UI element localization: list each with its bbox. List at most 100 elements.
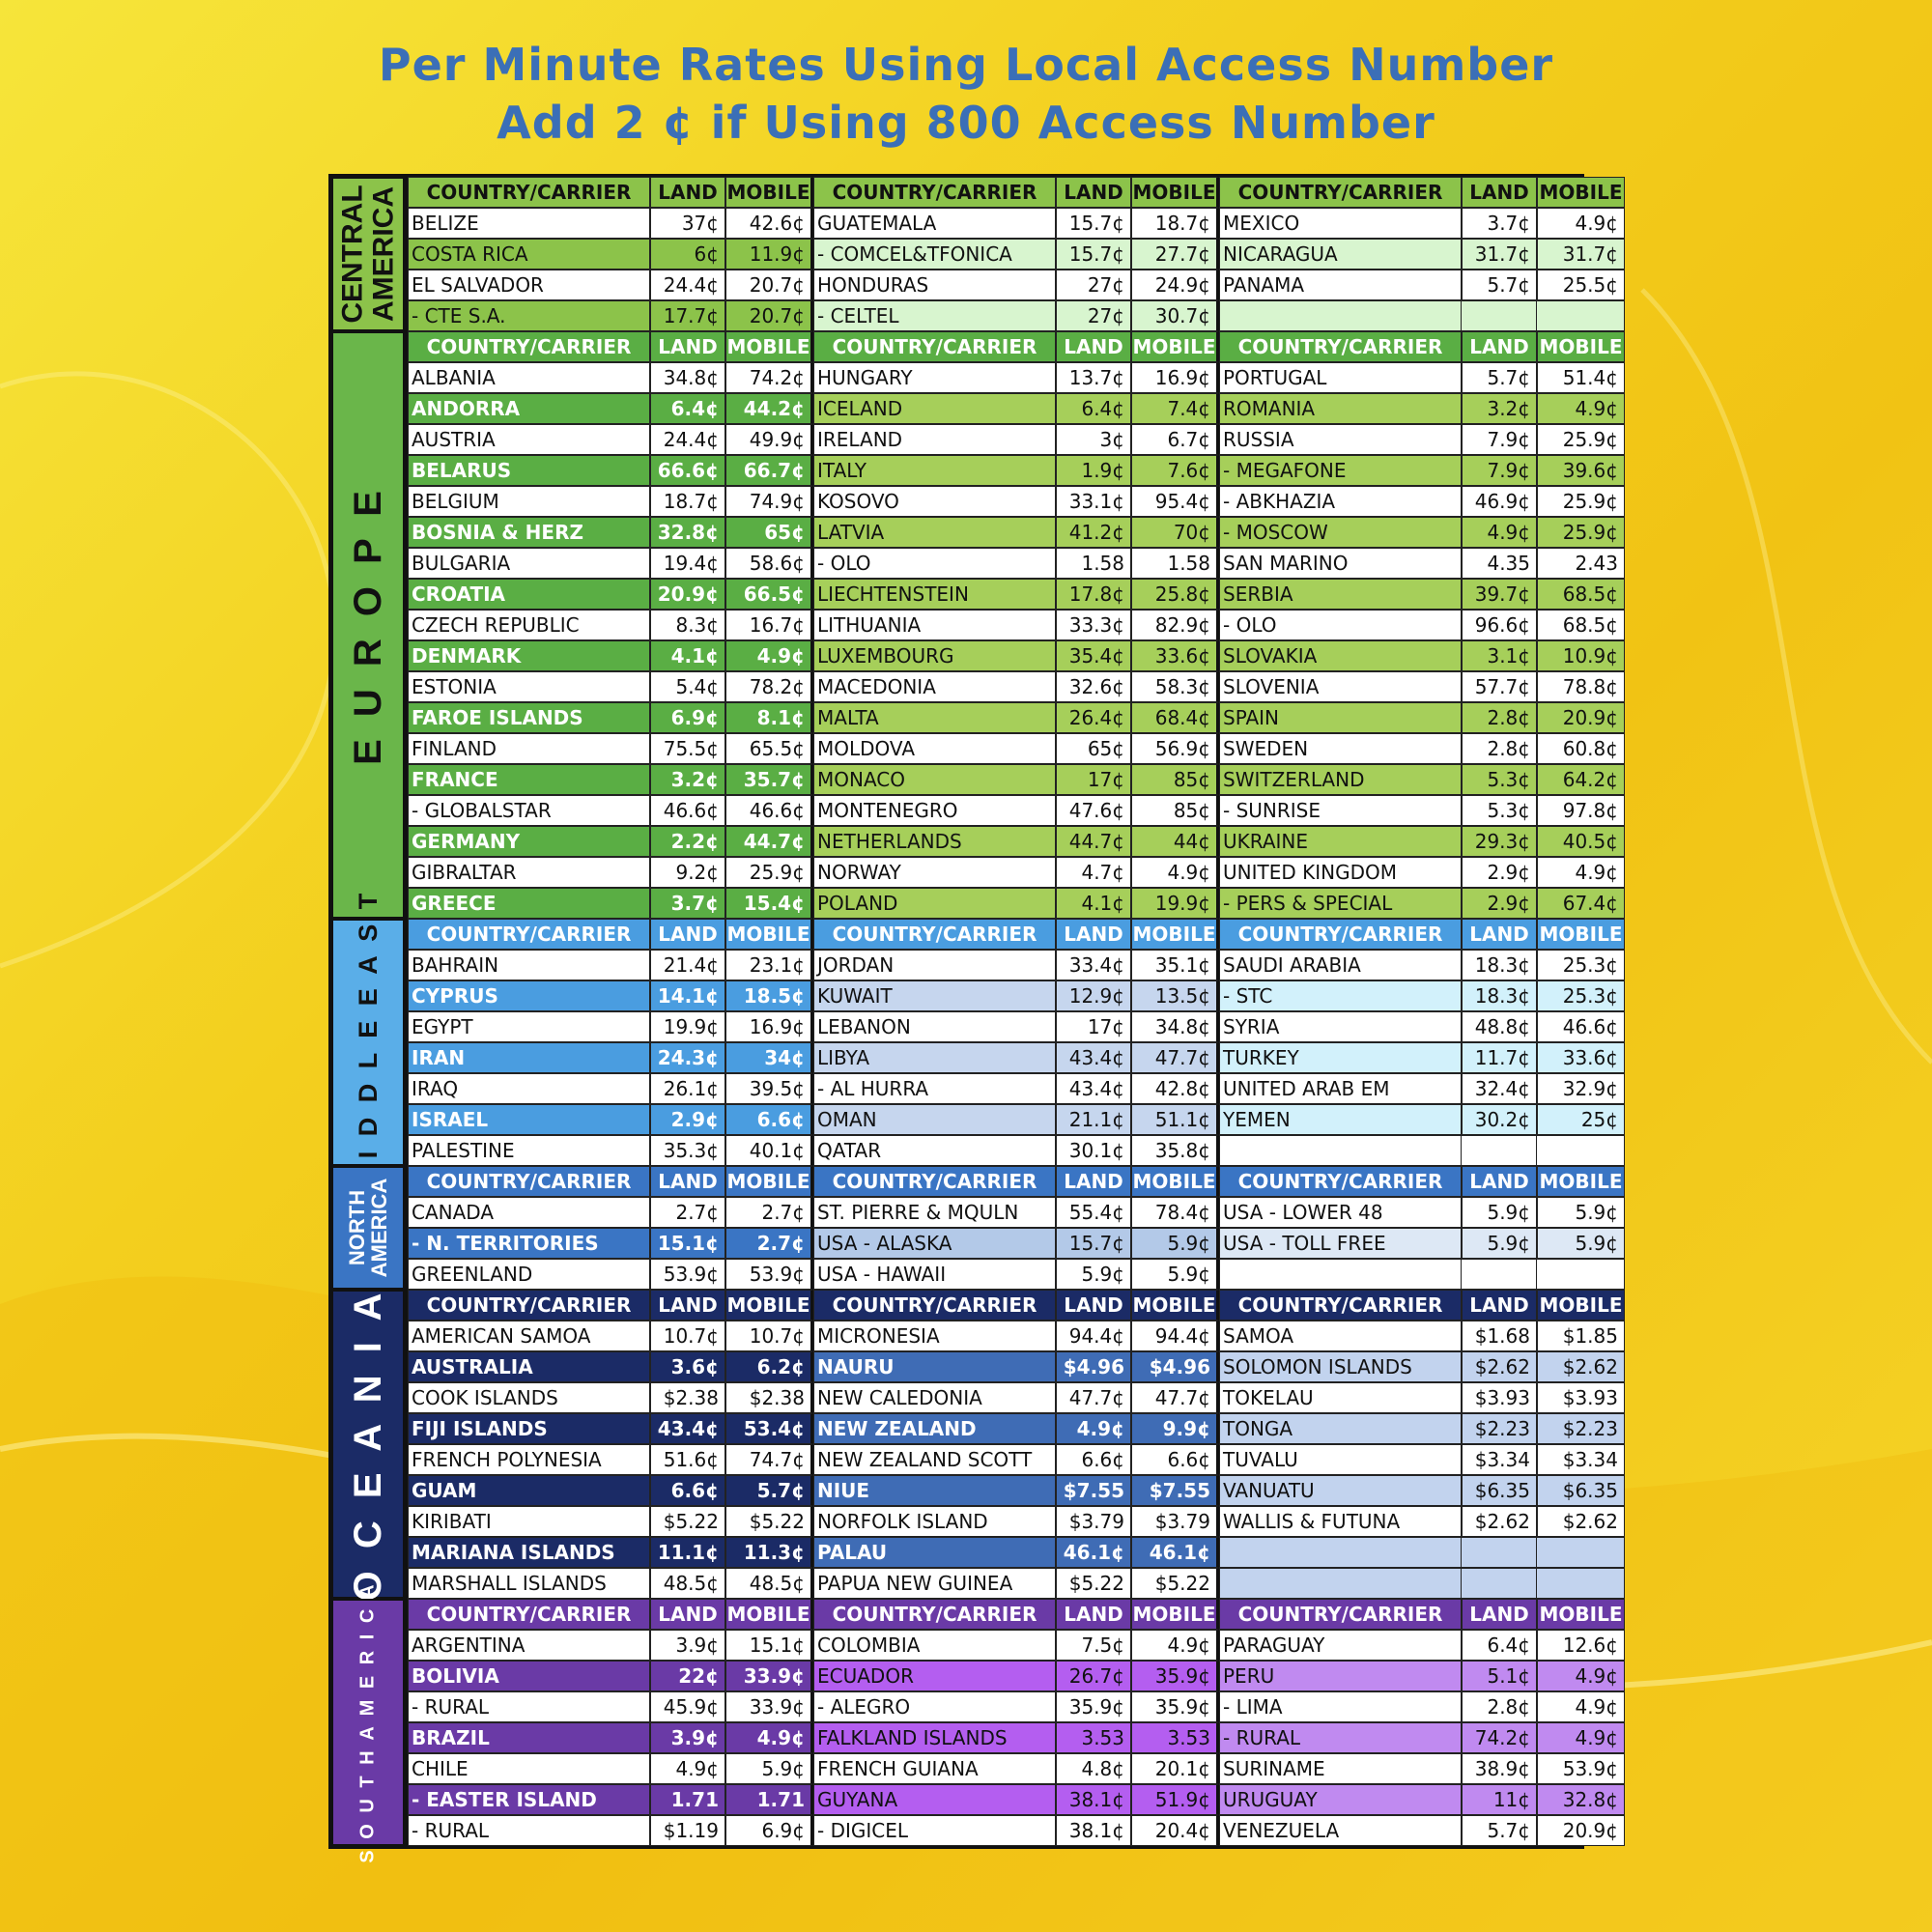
page-subtitle: Add 2 ¢ if Using 800 Access Number <box>497 97 1435 149</box>
land-rate-cell: 9.2¢ <box>650 857 725 888</box>
land-rate-cell: 6.4¢ <box>1056 393 1131 424</box>
country-cell: - ABKHAZIA <box>1219 486 1462 517</box>
land-rate-cell: 2.8¢ <box>1462 702 1537 733</box>
country-cell: - RURAL <box>408 1691 650 1722</box>
country-cell: CYPRUS <box>408 980 650 1011</box>
land-rate-cell: 53.9¢ <box>650 1259 725 1290</box>
table-row: GREECE 3.7¢ 15.4¢ POLAND 4.1¢ 19.9¢ - PERS & … <box>408 888 1625 919</box>
mobile-rate-cell: 1.71 <box>725 1784 813 1815</box>
table-row: IRAQ 26.1¢ 39.5¢ - AL HURRA 43.4¢ 42.8¢ UNITE… <box>408 1073 1625 1104</box>
country-cell: RUSSIA <box>1219 424 1462 455</box>
country-cell: - COMCEL&TFONICA <box>813 239 1056 270</box>
mobile-rate-cell: 12.6¢ <box>1537 1630 1625 1661</box>
mobile-rate-cell: 34.8¢ <box>1131 1011 1219 1042</box>
country-cell: ITALY <box>813 455 1056 486</box>
land-rate-cell: 43.4¢ <box>1056 1073 1131 1104</box>
country-cell: MOLDOVA <box>813 733 1056 764</box>
country-cell: - DIGICEL <box>813 1815 1056 1846</box>
country-cell: USA - HAWAII <box>813 1259 1056 1290</box>
land-rate-cell: 4.9¢ <box>650 1753 725 1784</box>
country-cell: ALBANIA <box>408 362 650 393</box>
country-cell: ECUADOR <box>813 1661 1056 1691</box>
mobile-rate-cell: 4.9¢ <box>1537 1661 1625 1691</box>
region-section: M I D D L E E A S T COUNTRY/CARRIER LAND MO… <box>331 890 1625 1195</box>
mobile-rate-cell: $2.38 <box>725 1382 813 1413</box>
mobile-rate-cell: 3.53 <box>1131 1722 1219 1753</box>
country-cell: CZECH REPUBLIC <box>408 610 650 640</box>
land-rate-cell: 2.9¢ <box>1462 888 1537 919</box>
land-rate-cell: 7.9¢ <box>1462 455 1537 486</box>
mobile-rate-cell: 25.3¢ <box>1537 950 1625 980</box>
country-cell: PARAGUAY <box>1219 1630 1462 1661</box>
column-header: LAND <box>1056 919 1131 950</box>
country-cell: - CELTEL <box>813 300 1056 331</box>
mobile-rate-cell <box>1537 300 1625 331</box>
mobile-rate-cell: $4.96 <box>1131 1351 1219 1382</box>
land-rate-cell: 6.6¢ <box>1056 1444 1131 1475</box>
country-cell: FAROE ISLANDS <box>408 702 650 733</box>
country-cell: - STC <box>1219 980 1462 1011</box>
column-header: COUNTRY/CARRIER <box>813 1599 1056 1630</box>
country-cell: MONTENEGRO <box>813 795 1056 826</box>
mobile-rate-cell: 4.9¢ <box>1537 857 1625 888</box>
country-cell: SWEDEN <box>1219 733 1462 764</box>
mobile-rate-cell: 51.4¢ <box>1537 362 1625 393</box>
mobile-rate-cell: 66.7¢ <box>725 455 813 486</box>
mobile-rate-cell: 19.9¢ <box>1131 888 1219 919</box>
land-rate-cell: 3.7¢ <box>1462 208 1537 239</box>
land-rate-cell: 6¢ <box>650 239 725 270</box>
mobile-rate-cell: 20.4¢ <box>1131 1815 1219 1846</box>
land-rate-cell: 26.7¢ <box>1056 1661 1131 1691</box>
column-header: LAND <box>1462 331 1537 362</box>
region-section: O C E A N I A COUNTRY/CARRIER LAND MOBILE CO… <box>331 1288 1625 1601</box>
table-row: FAROE ISLANDS 6.9¢ 8.1¢ MALTA 26.4¢ 68.4¢ SPAI… <box>408 702 1625 733</box>
mobile-rate-cell: 32.9¢ <box>1537 1073 1625 1104</box>
column-header: COUNTRY/CARRIER <box>408 1599 650 1630</box>
table-row: - N. TERRITORIES 15.1¢ 2.7¢ USA - ALASKA 15.… <box>408 1228 1625 1259</box>
mobile-rate-cell: 24.9¢ <box>1131 270 1219 300</box>
land-rate-cell: 3.2¢ <box>650 764 725 795</box>
mobile-rate-cell: 25.9¢ <box>1537 517 1625 548</box>
land-rate-cell: 21.1¢ <box>1056 1104 1131 1135</box>
table-row: AUSTRIA 24.4¢ 49.9¢ IRELAND 3¢ 6.7¢ RUSSIA 7.9¢… <box>408 424 1625 455</box>
country-cell: - N. TERRITORIES <box>408 1228 650 1259</box>
country-cell: - RURAL <box>1219 1722 1462 1753</box>
land-rate-cell: 2.2¢ <box>650 826 725 857</box>
mobile-rate-cell: 49.9¢ <box>725 424 813 455</box>
land-rate-cell: $1.19 <box>650 1815 725 1846</box>
land-rate-cell: 31.7¢ <box>1462 239 1537 270</box>
column-header: COUNTRY/CARRIER <box>408 919 650 950</box>
column-header: COUNTRY/CARRIER <box>1219 177 1462 208</box>
land-rate-cell: 41.2¢ <box>1056 517 1131 548</box>
mobile-rate-cell: 94.4¢ <box>1131 1321 1219 1351</box>
table-row: FRANCE 3.2¢ 35.7¢ MONACO 17¢ 85¢ SWITZERLAND 5.… <box>408 764 1625 795</box>
land-rate-cell: 44.7¢ <box>1056 826 1131 857</box>
country-cell: ESTONIA <box>408 671 650 702</box>
land-rate-cell: 39.7¢ <box>1462 579 1537 610</box>
land-rate-cell: 18.3¢ <box>1462 980 1537 1011</box>
country-cell: MARIANA ISLANDS <box>408 1537 650 1568</box>
country-cell: SURINAME <box>1219 1753 1462 1784</box>
land-rate-cell <box>1462 1537 1537 1568</box>
land-rate-cell: 3.9¢ <box>650 1722 725 1753</box>
region-rows: COUNTRY/CARRIER LAND MOBILE COUNTRY/CARRIER… <box>408 1166 1625 1290</box>
land-rate-cell: 51.6¢ <box>650 1444 725 1475</box>
mobile-rate-cell: 25.9¢ <box>1537 486 1625 517</box>
mobile-rate-cell: 25.5¢ <box>1537 270 1625 300</box>
country-cell: ARGENTINA <box>408 1630 650 1661</box>
table-row: CYPRUS 14.1¢ 18.5¢ KUWAIT 12.9¢ 13.5¢ - STC 18… <box>408 980 1625 1011</box>
land-rate-cell: 43.4¢ <box>650 1413 725 1444</box>
country-cell: SPAIN <box>1219 702 1462 733</box>
mobile-rate-cell: 4.9¢ <box>1131 1630 1219 1661</box>
land-rate-cell: 2.7¢ <box>650 1197 725 1228</box>
region-rows: COUNTRY/CARRIER LAND MOBILE COUNTRY/CARRIER… <box>408 919 1625 1166</box>
table-row: EGYPT 19.9¢ 16.9¢ LEBANON 17¢ 34.8¢ SYRIA 48.8¢… <box>408 1011 1625 1042</box>
table-row: ISRAEL 2.9¢ 6.6¢ OMAN 21.1¢ 51.1¢ YEMEN 30.2¢ 25… <box>408 1104 1625 1135</box>
land-rate-cell: 2.9¢ <box>1462 857 1537 888</box>
mobile-rate-cell: 40.5¢ <box>1537 826 1625 857</box>
country-cell: USA - LOWER 48 <box>1219 1197 1462 1228</box>
table-row: CROATIA 20.9¢ 66.5¢ LIECHTENSTEIN 17.8¢ 25.8¢… <box>408 579 1625 610</box>
country-cell: GREECE <box>408 888 650 919</box>
land-rate-cell: 48.8¢ <box>1462 1011 1537 1042</box>
country-cell: - PERS & SPECIAL <box>1219 888 1462 919</box>
